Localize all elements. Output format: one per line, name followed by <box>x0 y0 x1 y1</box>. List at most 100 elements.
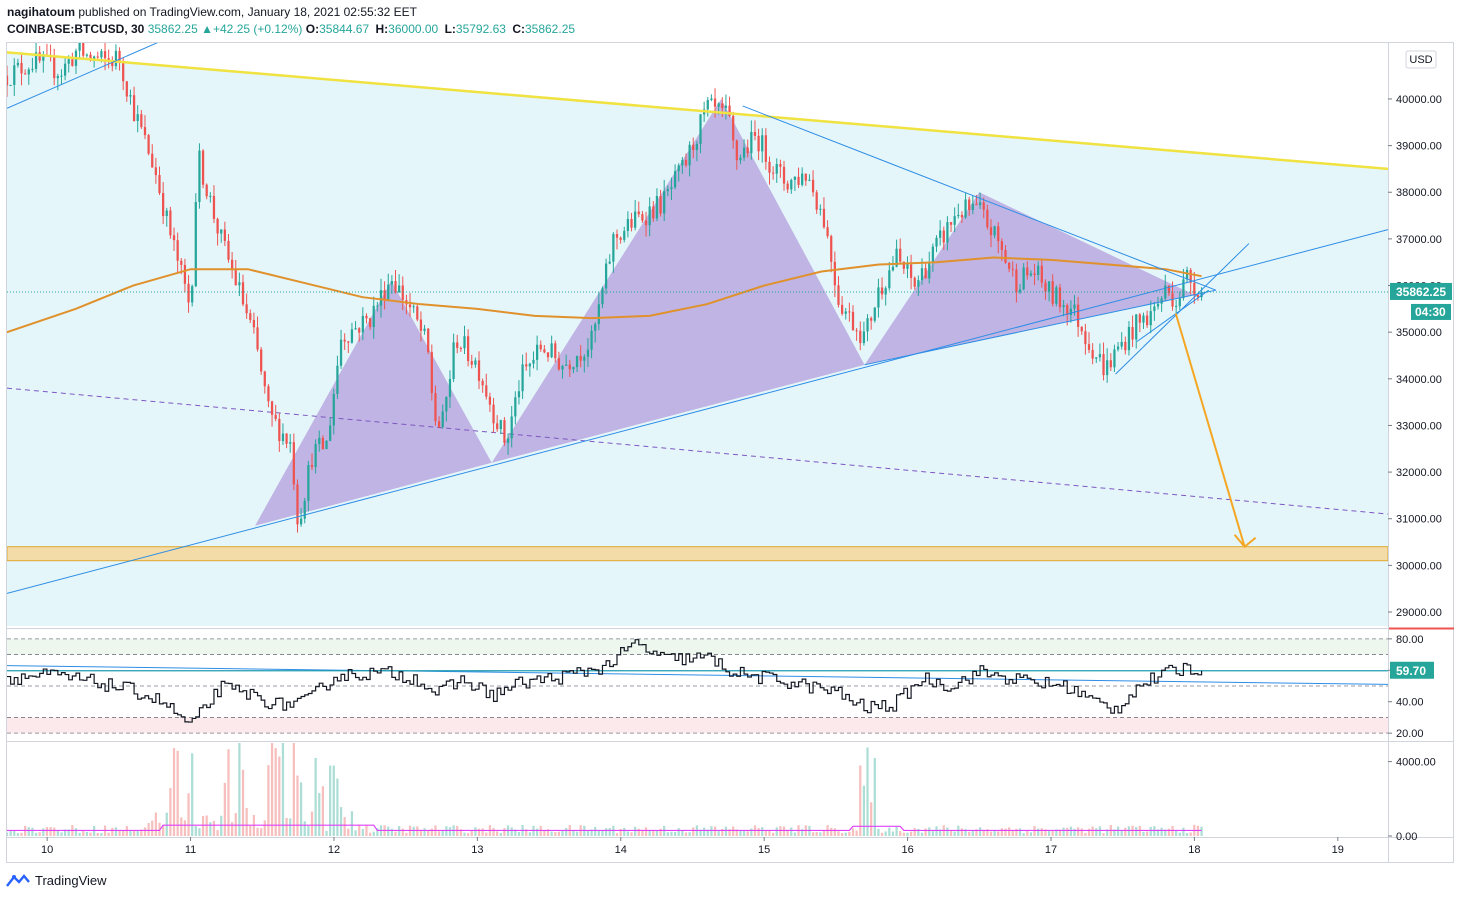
candle-body <box>96 56 99 58</box>
volume-bar <box>339 807 343 836</box>
author-name[interactable]: nagihatoum <box>7 5 75 19</box>
volume-bar <box>165 812 168 836</box>
volume-bar <box>260 828 263 836</box>
volume-bar <box>710 826 713 836</box>
volume-axis[interactable]: 4000.00 0.00 <box>1388 757 1436 843</box>
candle-body <box>819 208 822 210</box>
currency-button[interactable]: USD <box>1405 50 1437 69</box>
channel-upper-line[interactable] <box>7 0 477 109</box>
candle-body <box>880 287 884 295</box>
candle-body <box>201 150 205 185</box>
candle-body <box>1156 303 1160 307</box>
volume-bar <box>372 831 375 836</box>
candle-body <box>441 411 444 428</box>
rsi-line[interactable] <box>7 639 1203 723</box>
candle-body <box>949 222 953 225</box>
volume-bar <box>517 831 521 836</box>
candle-body <box>390 281 394 285</box>
candle-body <box>782 166 786 184</box>
volume-bar <box>699 829 702 836</box>
candle-body <box>477 360 481 381</box>
candle-body <box>1000 241 1003 251</box>
candle-body <box>594 324 597 331</box>
candle-body <box>1004 250 1007 263</box>
candle-body <box>746 147 749 154</box>
candle-body <box>866 318 869 332</box>
volume-tick-label: 4000.00 <box>1396 757 1436 769</box>
candle-body <box>147 135 150 154</box>
volume-pane[interactable] <box>6 734 1203 836</box>
candle-body <box>467 336 470 362</box>
candle-body <box>496 423 499 430</box>
price-tick-label: 30000.00 <box>1396 560 1442 572</box>
main-pane[interactable] <box>6 0 1388 626</box>
low-value: 35792.63 <box>455 22 506 36</box>
volume-bar <box>601 830 604 836</box>
moving-average-line[interactable] <box>7 256 1202 334</box>
countdown-badge: 04:30 <box>1411 303 1451 320</box>
volume-bar <box>387 826 390 836</box>
candle-body <box>354 328 357 330</box>
volume-bar <box>303 821 306 836</box>
footer-brand[interactable]: TradingView <box>6 873 107 888</box>
candle-body <box>840 304 844 314</box>
candle-body <box>833 261 836 286</box>
rsi-pane[interactable] <box>7 638 1388 734</box>
candle-body <box>913 277 916 287</box>
volume-bar <box>299 782 303 836</box>
price-axis[interactable]: 40000.0039000.0038000.0037000.0036000.00… <box>1388 94 1442 619</box>
harmonic-pattern-layer <box>255 98 1195 526</box>
candle-body <box>859 330 862 344</box>
volume-bar <box>572 830 575 836</box>
wedge-upper-line[interactable] <box>742 105 1217 291</box>
volume-bar <box>96 833 99 836</box>
volume-bar <box>209 822 212 836</box>
volume-bar <box>535 828 539 836</box>
wedge-lower-line[interactable] <box>864 289 1217 366</box>
candle-body <box>953 216 956 225</box>
volume-bar <box>1178 832 1181 836</box>
volume-bar <box>78 832 81 836</box>
candle-body <box>565 364 568 366</box>
candle-body <box>692 144 695 151</box>
volume-bar <box>114 827 118 836</box>
volume-bar <box>768 830 771 836</box>
candle-body <box>296 484 299 525</box>
volume-bar <box>884 831 887 836</box>
candle-body <box>1018 289 1022 293</box>
candle-body <box>862 331 866 344</box>
volume-bar <box>946 827 949 836</box>
candle-body <box>122 62 125 82</box>
volume-bar <box>358 824 361 836</box>
candle-body <box>525 364 528 367</box>
volume-bar <box>1015 828 1018 836</box>
volume-bar <box>681 830 684 836</box>
candle-body <box>456 342 459 348</box>
candle-body <box>267 386 270 402</box>
candle-body <box>1037 265 1040 276</box>
volume-bar <box>1149 826 1152 836</box>
volume-bar <box>742 830 746 836</box>
symbol-label[interactable]: COINBASE:BTCUSD, 30 <box>7 22 145 36</box>
dashed-support-line[interactable] <box>7 387 1388 515</box>
candle-body <box>695 143 699 151</box>
rising-wedge-low-line[interactable] <box>1136 289 1210 342</box>
volume-bar <box>982 829 985 836</box>
resistance-line[interactable] <box>7 51 1388 171</box>
candle-body <box>111 60 114 67</box>
volume-bar <box>840 833 844 836</box>
volume-bar <box>1066 827 1069 836</box>
time-axis[interactable]: 10 11 12 13 14 15 16 17 18 19 <box>41 837 1344 856</box>
candle-body <box>303 500 306 519</box>
candle-body <box>546 352 550 358</box>
candle-body <box>906 264 909 269</box>
target-arrow[interactable] <box>1174 313 1257 549</box>
volume-bar <box>496 831 499 836</box>
candle-body <box>321 437 325 450</box>
candle-body <box>982 202 985 210</box>
candle-body <box>793 176 797 180</box>
channel-lower-line[interactable] <box>7 229 1388 594</box>
candle-body <box>677 165 680 172</box>
